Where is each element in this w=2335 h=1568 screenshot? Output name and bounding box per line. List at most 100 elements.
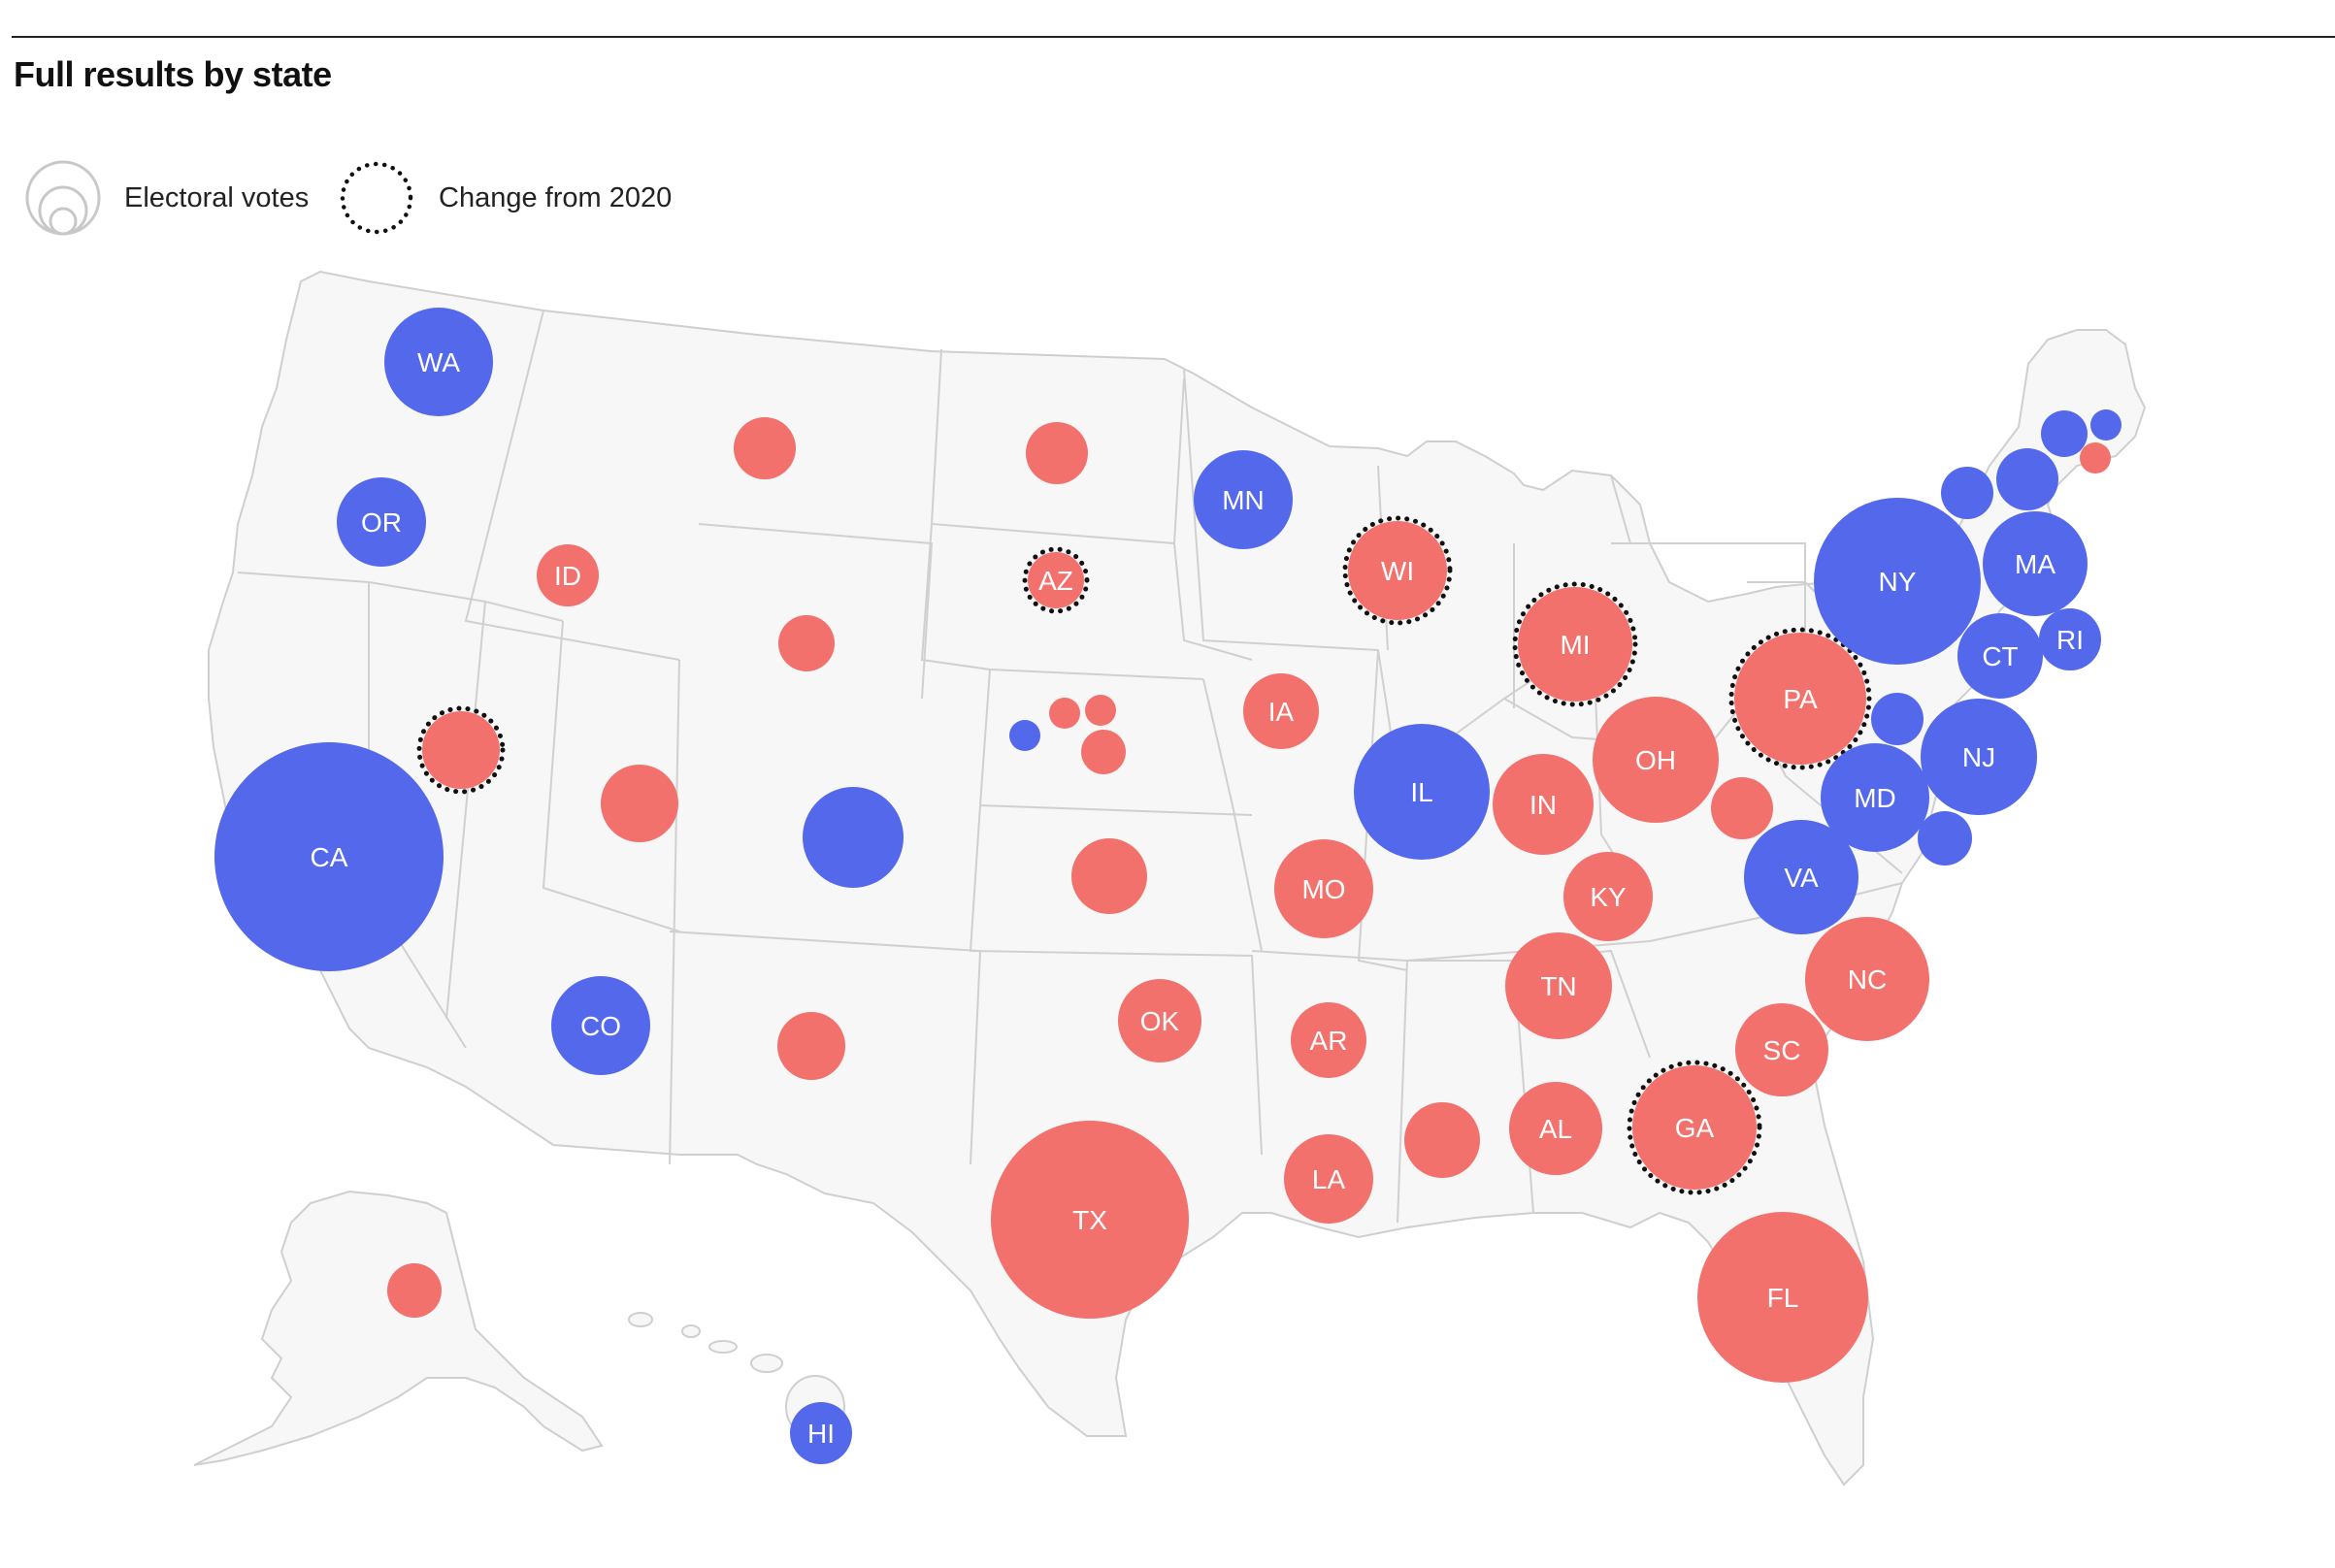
- state-marker-unlabeled-3[interactable]: [416, 705, 506, 795]
- state-marker-ga[interactable]: GA: [1627, 1060, 1762, 1195]
- state-marker-unlabeled-14[interactable]: [1009, 720, 1040, 751]
- state-marker-ny[interactable]: NY: [1814, 498, 1981, 665]
- state-circle-unlabeled-5[interactable]: [734, 417, 796, 479]
- state-marker-ri[interactable]: RI: [2039, 608, 2101, 670]
- state-marker-unlabeled-53[interactable]: [2080, 442, 2111, 474]
- state-marker-tx[interactable]: TX: [991, 1121, 1189, 1319]
- state-marker-unlabeled-39[interactable]: [1711, 777, 1773, 839]
- state-circle-hi[interactable]: [790, 1402, 852, 1464]
- state-circle-la[interactable]: [1284, 1134, 1373, 1224]
- state-circle-ca[interactable]: [214, 742, 444, 971]
- state-marker-va[interactable]: VA: [1744, 820, 1858, 934]
- state-circle-unlabeled-50[interactable]: [1941, 467, 1993, 519]
- state-circle-unlabeled-52[interactable]: [2090, 409, 2121, 441]
- state-marker-co[interactable]: CO: [551, 976, 650, 1075]
- state-circle-unlabeled-14[interactable]: [1009, 720, 1040, 751]
- state-circle-unlabeled-53[interactable]: [2080, 442, 2111, 474]
- state-marker-hi[interactable]: HI: [790, 1402, 852, 1464]
- state-marker-unlabeled-11[interactable]: [1049, 698, 1080, 729]
- state-circle-ma[interactable]: [1983, 511, 2088, 616]
- state-circle-unlabeled-43[interactable]: [1871, 693, 1924, 745]
- state-circle-unlabeled-45[interactable]: [1918, 811, 1972, 866]
- state-circle-mo[interactable]: [1274, 839, 1373, 938]
- state-marker-il[interactable]: IL: [1354, 724, 1490, 860]
- state-marker-mo[interactable]: MO: [1274, 839, 1373, 938]
- state-circle-wa[interactable]: [384, 308, 493, 416]
- state-marker-mi[interactable]: MI: [1512, 581, 1638, 707]
- state-circle-unlabeled-15[interactable]: [601, 765, 678, 842]
- state-circle-il[interactable]: [1354, 724, 1490, 860]
- state-marker-fl[interactable]: FL: [1697, 1212, 1868, 1383]
- state-marker-oh[interactable]: OH: [1593, 697, 1719, 823]
- state-circle-nc[interactable]: [1805, 917, 1929, 1041]
- state-marker-unlabeled-52[interactable]: [2090, 409, 2121, 441]
- state-marker-unlabeled-13[interactable]: [1085, 695, 1116, 726]
- state-marker-az[interactable]: AZ: [1022, 546, 1090, 614]
- state-marker-mn[interactable]: MN: [1194, 450, 1293, 549]
- state-circle-va[interactable]: [1744, 820, 1858, 934]
- state-circle-unlabeled-39[interactable]: [1711, 777, 1773, 839]
- state-marker-ia[interactable]: IA: [1243, 673, 1319, 749]
- state-marker-ok[interactable]: OK: [1118, 979, 1201, 1062]
- state-circle-al[interactable]: [1509, 1082, 1602, 1175]
- state-marker-id[interactable]: ID: [537, 544, 599, 606]
- state-marker-pa[interactable]: PA: [1728, 627, 1872, 770]
- state-marker-ma[interactable]: MA: [1983, 511, 2088, 616]
- state-circle-ia[interactable]: [1243, 673, 1319, 749]
- state-marker-ky[interactable]: KY: [1563, 852, 1653, 941]
- state-marker-unlabeled-32[interactable]: [1404, 1102, 1480, 1178]
- state-circle-unlabeled-12[interactable]: [1081, 730, 1126, 774]
- state-circle-unlabeled-51[interactable]: [2041, 410, 2088, 457]
- state-marker-ct[interactable]: CT: [1957, 613, 2043, 699]
- state-marker-nc[interactable]: NC: [1805, 917, 1929, 1041]
- state-marker-unlabeled-51[interactable]: [2041, 410, 2088, 457]
- state-circle-ct[interactable]: [1957, 613, 2043, 699]
- state-marker-sc[interactable]: SC: [1735, 1003, 1828, 1096]
- state-marker-unlabeled-45[interactable]: [1918, 811, 1972, 866]
- state-marker-wi[interactable]: WI: [1342, 515, 1453, 626]
- state-marker-unlabeled-43[interactable]: [1871, 693, 1924, 745]
- state-circle-sc[interactable]: [1735, 1003, 1828, 1096]
- state-marker-unlabeled-12[interactable]: [1081, 730, 1126, 774]
- state-marker-unlabeled-10[interactable]: [803, 787, 904, 888]
- state-marker-nj[interactable]: NJ: [1921, 699, 2037, 815]
- state-circle-ri[interactable]: [2039, 608, 2101, 670]
- state-circle-co[interactable]: [551, 976, 650, 1075]
- state-circle-unlabeled-32[interactable]: [1404, 1102, 1480, 1178]
- state-circle-tx[interactable]: [991, 1121, 1189, 1319]
- state-marker-unlabeled-17[interactable]: [777, 1012, 845, 1080]
- state-circle-in[interactable]: [1493, 754, 1594, 855]
- state-circle-wi[interactable]: [1348, 521, 1447, 620]
- state-circle-ga[interactable]: [1632, 1065, 1757, 1190]
- state-circle-unlabeled-13[interactable]: [1085, 695, 1116, 726]
- state-circle-unlabeled-3[interactable]: [422, 711, 500, 789]
- state-circle-oh[interactable]: [1593, 697, 1719, 823]
- state-marker-ar[interactable]: AR: [1291, 1002, 1366, 1078]
- state-marker-or[interactable]: OR: [337, 477, 426, 567]
- state-marker-ca[interactable]: CA: [214, 742, 444, 971]
- state-marker-unlabeled-5[interactable]: [734, 417, 796, 479]
- state-circle-unlabeled-7[interactable]: [1026, 422, 1088, 484]
- state-marker-unlabeled-54[interactable]: [387, 1263, 442, 1318]
- state-marker-wa[interactable]: WA: [384, 308, 493, 416]
- state-marker-unlabeled-50[interactable]: [1941, 467, 1993, 519]
- state-circle-unlabeled-17[interactable]: [777, 1012, 845, 1080]
- state-marker-md[interactable]: MD: [1821, 743, 1929, 852]
- state-circle-ny[interactable]: [1814, 498, 1981, 665]
- state-circle-mi[interactable]: [1518, 587, 1632, 702]
- state-circle-or[interactable]: [337, 477, 426, 567]
- state-circle-unlabeled-49[interactable]: [1996, 448, 2058, 510]
- state-circle-ok[interactable]: [1118, 979, 1201, 1062]
- state-circle-tn[interactable]: [1505, 932, 1612, 1039]
- state-marker-unlabeled-7[interactable]: [1026, 422, 1088, 484]
- state-circle-md[interactable]: [1821, 743, 1929, 852]
- state-marker-unlabeled-49[interactable]: [1996, 448, 2058, 510]
- state-circle-unlabeled-11[interactable]: [1049, 698, 1080, 729]
- state-marker-la[interactable]: LA: [1284, 1134, 1373, 1224]
- state-circle-az[interactable]: [1028, 552, 1084, 608]
- state-marker-unlabeled-16[interactable]: [1071, 838, 1147, 914]
- state-circle-nj[interactable]: [1921, 699, 2037, 815]
- state-marker-unlabeled-6[interactable]: [778, 615, 835, 671]
- state-circle-unlabeled-10[interactable]: [803, 787, 904, 888]
- state-marker-in[interactable]: IN: [1493, 754, 1594, 855]
